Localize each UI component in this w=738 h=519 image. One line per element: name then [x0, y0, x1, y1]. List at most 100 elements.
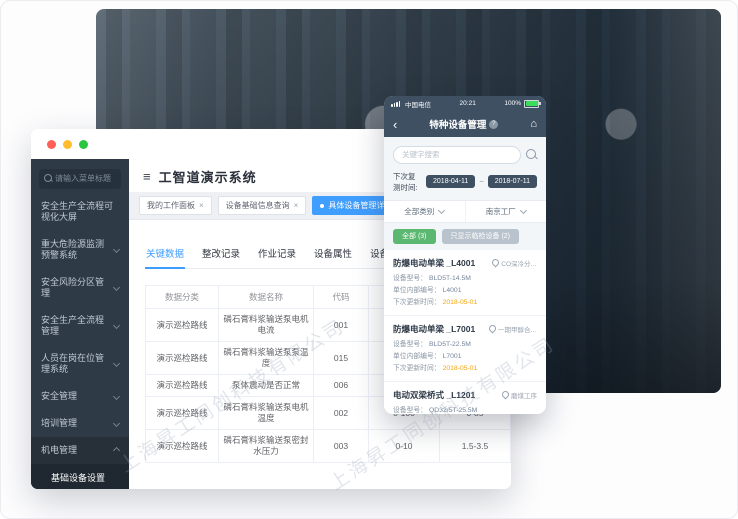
- phone-page-title: 特种设备管理: [429, 120, 487, 131]
- cell-category: 演示巡检路线: [145, 341, 219, 375]
- equipment-title: 电动双梁桥式 _L1201: [393, 389, 476, 400]
- location-pin-icon: [487, 323, 498, 334]
- status-time: 20:21: [459, 100, 476, 107]
- page-title: 工智道演示系统: [158, 170, 257, 185]
- equipment-location: 磨煤工序: [511, 392, 537, 400]
- factory-select[interactable]: 南京工厂: [464, 200, 547, 222]
- info-badge-icon[interactable]: ?: [489, 119, 499, 129]
- category-select[interactable]: 全部类别: [384, 201, 465, 222]
- equipment-card[interactable]: 电动双梁桥式 _L1201 磨煤工序 设备型号： QD32/5T-25.5M 单…: [384, 381, 546, 414]
- tab-rectification-records[interactable]: 整改记录: [202, 249, 241, 260]
- search-icon[interactable]: [526, 148, 536, 159]
- date-to-button[interactable]: 2018-07-11: [487, 175, 537, 188]
- chevron-down-icon: [112, 283, 121, 292]
- model-value: QD32/5T-25.5M: [428, 406, 478, 414]
- chevron-down-icon: [112, 245, 121, 254]
- close-icon[interactable]: ×: [199, 200, 204, 210]
- sidebar-item-label: 安全管理: [41, 390, 78, 401]
- home-icon[interactable]: ⌂: [530, 118, 537, 130]
- battery-icon: [524, 99, 541, 108]
- table-row[interactable]: 演示巡检路线 磷石膏料浆输送泵密封水压力 003 0-10 1.5-3.5: [145, 429, 511, 463]
- chevron-down-icon: [438, 206, 446, 214]
- cell-code: 015: [313, 341, 369, 375]
- tab-equipment-info-query[interactable]: 设备基础信息查询 ×: [217, 196, 307, 215]
- model-label: 设备型号：: [393, 274, 427, 282]
- sidebar-item-hazard-warning[interactable]: 重大危险源监测预警系统: [31, 231, 129, 269]
- sidebar-group-mechatronics: 机电管理 基础设备设置 设备基础信息查询: [31, 436, 129, 489]
- equipment-card[interactable]: 防爆电动单梁 _L7001 一期甲醇合… 设备型号： BLD5T-22.5M 单…: [384, 315, 546, 382]
- back-icon[interactable]: ‹: [393, 116, 398, 132]
- cell-range: 0-10: [368, 429, 440, 463]
- cell-category: 演示巡检路线: [145, 308, 219, 342]
- equipment-title: 防爆电动单梁 _L7001: [393, 323, 476, 334]
- battery-percent: 100%: [504, 100, 521, 107]
- date-from-button[interactable]: 2018-04-11: [426, 175, 476, 188]
- sidebar-item-label: 安全生产全流程管理: [41, 314, 105, 336]
- chevron-down-icon: [112, 392, 121, 400]
- sidebar-item-safety-mgmt[interactable]: 安全管理: [31, 383, 129, 410]
- active-dot-icon: [320, 203, 325, 208]
- keyword-search-input[interactable]: [393, 145, 521, 164]
- sidebar-item-safety-process[interactable]: 安全生产全流程管理: [31, 307, 129, 345]
- equipment-location: 一期甲醇合…: [498, 326, 537, 334]
- chevron-up-icon: [112, 446, 121, 454]
- cell-code: 002: [313, 396, 369, 430]
- sidebar-subitem-basic-equipment[interactable]: 基础设备设置: [31, 463, 129, 489]
- phone-panel: 中国电信 20:21 100% ‹ 特种设备管理 ? ⌂: [384, 96, 546, 414]
- cell-name: 磷石膏料浆输送泵电机电流: [218, 308, 314, 342]
- sidebar-item-label: 机电管理: [41, 444, 78, 455]
- sidebar-item-label: 重大危险源监测预警系统: [41, 238, 105, 260]
- internal-code-value: L7001: [442, 352, 462, 360]
- close-icon[interactable]: ×: [293, 200, 299, 210]
- sidebar-item-visual-dashboard[interactable]: 安全生产全流程可视化大屏: [31, 193, 129, 231]
- close-window-button[interactable]: [47, 139, 56, 149]
- sidebar-item-training[interactable]: 培训管理: [31, 410, 129, 437]
- equipment-title: 防爆电动单梁 _L4001: [393, 257, 476, 268]
- hamburger-icon[interactable]: ≡: [143, 169, 151, 184]
- minimize-window-button[interactable]: [63, 139, 72, 149]
- search-icon: [44, 174, 52, 182]
- carrier-label: 中国电信: [405, 101, 431, 109]
- location-pin-icon: [500, 389, 511, 400]
- sidebar-item-risk-zone[interactable]: 安全风险分区管理: [31, 269, 129, 307]
- model-value: BLD5T-22.5M: [428, 340, 471, 348]
- filter-chips-row: 全部 (3) 只显示临检设备 (2): [384, 223, 546, 250]
- internal-code-value: L4001: [442, 286, 462, 294]
- sidebar-item-personnel[interactable]: 人员在岗在位管理系统: [31, 345, 129, 383]
- model-value: BLD5T-14.5M: [428, 274, 471, 282]
- cell-code: 006: [313, 374, 369, 397]
- chevron-down-icon: [519, 206, 527, 214]
- chevron-down-icon: [112, 419, 121, 427]
- location-pin-icon: [490, 257, 501, 268]
- tab-equipment-attributes[interactable]: 设备属性: [314, 249, 353, 260]
- equipment-card-list: 防爆电动单梁 _L4001 CO深冷分… 设备型号： BLD5T-14.5M 单…: [384, 249, 546, 414]
- signal-bars-icon: [391, 100, 400, 107]
- sidebar: 安全生产全流程可视化大屏 重大危险源监测预警系统 安全风险分区管理 安全生产全流…: [31, 159, 129, 489]
- tilde-separator: ~: [479, 177, 484, 186]
- col-header-name: 数据名称: [218, 285, 314, 309]
- cell-name: 泵体震动是否正常: [218, 374, 314, 397]
- sidebar-item-mechatronics[interactable]: 机电管理: [31, 437, 129, 464]
- equipment-location: CO深冷分…: [501, 260, 537, 268]
- tab-key-data[interactable]: 关键数据: [145, 246, 186, 269]
- tab-label: 设备基础信息查询: [225, 201, 290, 210]
- sidebar-search-input[interactable]: [39, 168, 121, 189]
- col-header-code: 代码: [313, 285, 369, 309]
- phone-search-row: [384, 137, 546, 169]
- sidebar-item-label: 安全生产全流程可视化大屏: [41, 200, 114, 222]
- chip-all[interactable]: 全部 (3): [393, 228, 436, 244]
- col-header-category: 数据分类: [145, 285, 219, 309]
- sidebar-search: [39, 168, 121, 189]
- zoom-window-button[interactable]: [79, 139, 88, 149]
- tab-work-records[interactable]: 作业记录: [258, 249, 297, 260]
- equipment-card[interactable]: 防爆电动单梁 _L4001 CO深冷分… 设备型号： BLD5T-14.5M 单…: [384, 249, 546, 316]
- chevron-down-icon: [112, 321, 121, 330]
- chip-inspection-only[interactable]: 只显示临检设备 (2): [441, 228, 519, 244]
- cell-category: 演示巡检路线: [145, 429, 219, 463]
- tab-my-workbench[interactable]: 我的工作面板 ×: [139, 196, 212, 215]
- date-filter-row: 下次复测时间: 2018-04-11 ~ 2018-07-11: [384, 169, 546, 200]
- cell-code: 003: [313, 429, 369, 463]
- next-update-label: 下次更新时间：: [393, 364, 441, 372]
- cell-name: 磷石膏料浆输送泵密封水压力: [218, 429, 314, 463]
